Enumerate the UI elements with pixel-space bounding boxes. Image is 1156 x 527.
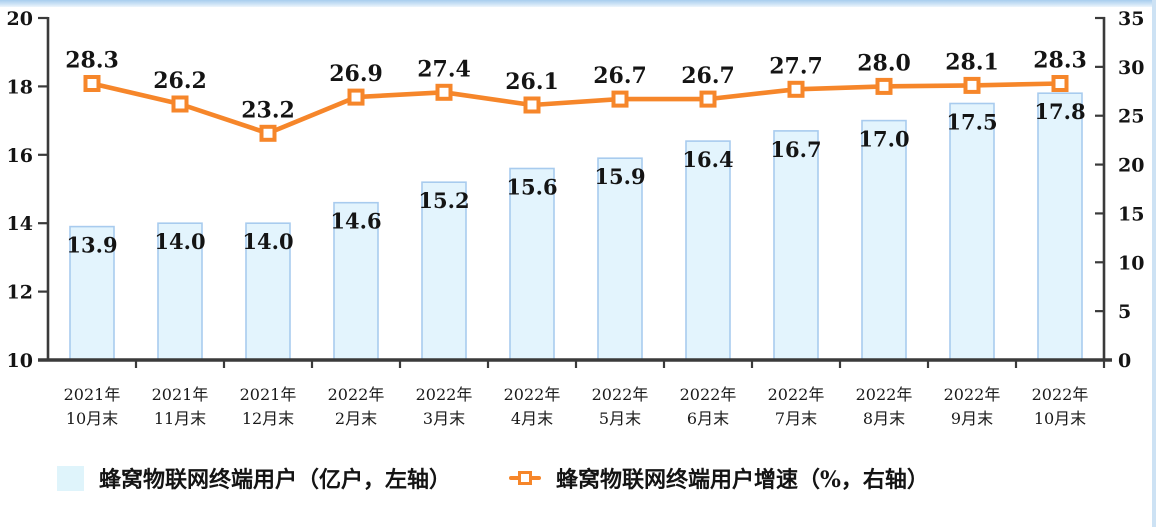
right-axis-tick-label: 25: [1118, 106, 1144, 128]
line-marker-square: [518, 471, 533, 485]
line-value-label: 28.1: [945, 49, 999, 75]
category-label: 2022年 8月末: [856, 385, 913, 428]
line-value-label: 27.4: [417, 56, 471, 82]
bar-value-label: 16.7: [770, 137, 821, 162]
right-axis-tick-label: 20: [1118, 155, 1144, 177]
right-axis-tick-label: 15: [1118, 203, 1144, 225]
line-value-label: 26.9: [329, 61, 383, 87]
line-value-label: 26.7: [593, 63, 647, 89]
bar-value-label: 14.6: [330, 209, 381, 234]
bar-value-label: 17.5: [946, 110, 997, 135]
page-top-strip: [0, 0, 1156, 7]
bar-series-swatch-icon: [57, 465, 84, 491]
category-labels-group: 2021年 10月末 2021年 11月末 2021年 12月末 2022年 2月末 2022年…: [64, 385, 1089, 428]
bar: [861, 119, 907, 361]
legend-item-bar-series: 蜂窝物联网终端用户（亿户，左轴）: [57, 462, 451, 494]
bar: [69, 225, 115, 361]
bars-group: [69, 92, 1083, 361]
bar: [685, 140, 731, 361]
line-value-label: 26.2: [153, 68, 207, 94]
right-axis-tick-label: 0: [1118, 350, 1131, 372]
category-label: 2022年 5月末: [592, 385, 649, 428]
page-right-strip: [1152, 0, 1156, 527]
category-label: 2022年 6月末: [680, 385, 737, 428]
left-axis-tick-label: 16: [7, 145, 33, 167]
left-axis-tick-label: 20: [7, 8, 33, 30]
category-label: 2022年 7月末: [768, 385, 825, 428]
bar: [1037, 92, 1083, 361]
line-value-label: 28.3: [1033, 47, 1087, 73]
line-point-marker: [523, 96, 541, 114]
line-value-label: 26.7: [681, 63, 735, 89]
category-label: 2022年 9月末: [944, 385, 1001, 428]
line-point-marker: [699, 90, 717, 108]
bar: [333, 201, 379, 361]
bar-value-label: 15.2: [418, 188, 469, 213]
bar-value-label: 17.8: [1034, 99, 1085, 124]
line-value-label: 26.1: [505, 69, 559, 95]
legend-label-line-series: 蜂窝物联网终端用户增速（%，右轴）: [556, 467, 929, 493]
left-axis-tick-label: 12: [7, 282, 33, 304]
bar-value-label: 17.0: [858, 127, 909, 152]
category-label: 2021年 12月末: [240, 385, 297, 428]
category-label: 2022年 4月末: [504, 385, 561, 428]
line-path: [91, 81, 1061, 136]
left-axis-tick-label: 18: [7, 76, 33, 98]
line-point-marker: [83, 75, 101, 92]
bar: [421, 181, 467, 361]
legend: 蜂窝物联网终端用户（亿户，左轴） 蜂窝物联网终端用户增速（%，右轴）: [57, 456, 929, 500]
category-label: 2022年 3月末: [416, 385, 473, 428]
line-value-label: 28.3: [65, 47, 119, 73]
right-axis-tick-label: 5: [1118, 301, 1131, 323]
category-label: 2021年 11月末: [152, 385, 209, 428]
category-label: 2022年 2月末: [328, 385, 385, 428]
line-point-marker: [611, 90, 629, 108]
line-value-label: 27.7: [769, 53, 823, 79]
right-axis-tick-label: 10: [1118, 252, 1144, 274]
right-axis-tick-label: 30: [1118, 57, 1144, 79]
bar: [157, 222, 203, 361]
bar: [509, 167, 555, 361]
right-axis-tick-label: 35: [1118, 8, 1144, 30]
line-value-label: 28.0: [857, 50, 911, 76]
bar-value-label: 14.0: [242, 229, 293, 254]
bar-value-label: 15.6: [506, 174, 557, 199]
line-point-marker: [963, 76, 981, 94]
bar-value-label: 15.9: [594, 164, 645, 189]
legend-item-line-series: 蜂窝物联网终端用户增速（%，右轴）: [509, 462, 929, 494]
line-point-marker: [875, 77, 893, 95]
bar: [949, 102, 995, 361]
bar-value-label: 13.9: [66, 233, 117, 258]
left-axis-tick-label: 10: [7, 350, 33, 372]
left-axis-tick-label: 14: [7, 213, 33, 235]
axes-group: 10 12 14 16 18 20 0 5 10 15 20 25 30 35: [7, 8, 1145, 372]
line-point-marker: [171, 95, 189, 113]
bar: [597, 157, 643, 361]
category-label: 2021年 10月末: [64, 385, 121, 428]
line-point-marker: [787, 80, 805, 98]
line-value-label: 23.2: [241, 97, 295, 123]
line-series-marker-icon: [509, 470, 542, 486]
line-point-marker: [1051, 75, 1069, 92]
category-label: 2022年 10月末: [1032, 385, 1089, 428]
bar-value-label: 14.0: [154, 229, 205, 254]
line-point-marker: [347, 88, 365, 106]
line-point-marker: [435, 83, 453, 101]
legend-label-bar-series: 蜂窝物联网终端用户（亿户，左轴）: [99, 467, 452, 493]
line-point-marker: [259, 124, 277, 142]
bar: [773, 130, 819, 361]
bar-value-label: 16.4: [682, 147, 733, 172]
